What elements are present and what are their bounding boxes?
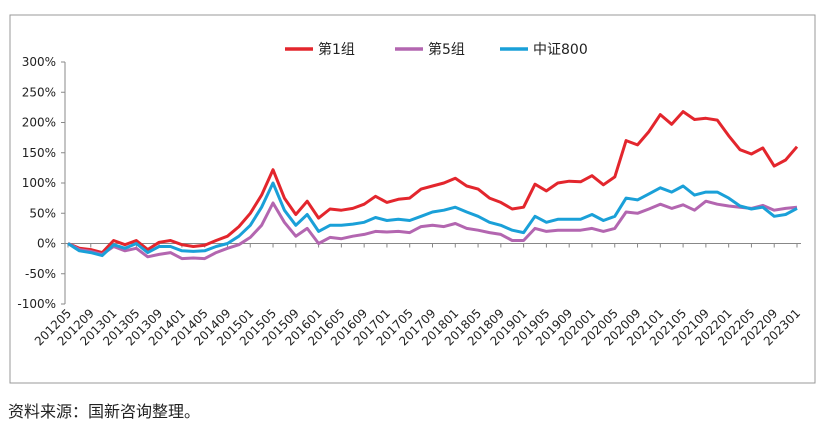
series-line — [67, 181, 798, 258]
legend-label: 第1组 — [318, 41, 355, 58]
chart: -100%-50%0%50%100%150%200%250%300%201205… — [9, 14, 816, 384]
series-line — [67, 199, 798, 261]
source-note: 资料来源：国新咨询整理。 — [8, 402, 201, 421]
y-tick-label: 200% — [22, 116, 56, 130]
y-tick-label: 0% — [37, 237, 56, 251]
y-tick-label: 100% — [22, 176, 56, 190]
y-tick-label: 150% — [22, 146, 56, 160]
legend-label: 中证800 — [533, 42, 588, 58]
y-tick-label: 50% — [29, 206, 56, 220]
y-tick-label: -50% — [25, 267, 56, 281]
series-line — [67, 110, 799, 255]
y-tick-label: 250% — [22, 85, 56, 99]
legend-label: 第5组 — [428, 41, 465, 58]
y-tick-label: 300% — [22, 55, 56, 69]
chart-border — [9, 14, 816, 384]
y-tick-label: -100% — [17, 297, 56, 311]
